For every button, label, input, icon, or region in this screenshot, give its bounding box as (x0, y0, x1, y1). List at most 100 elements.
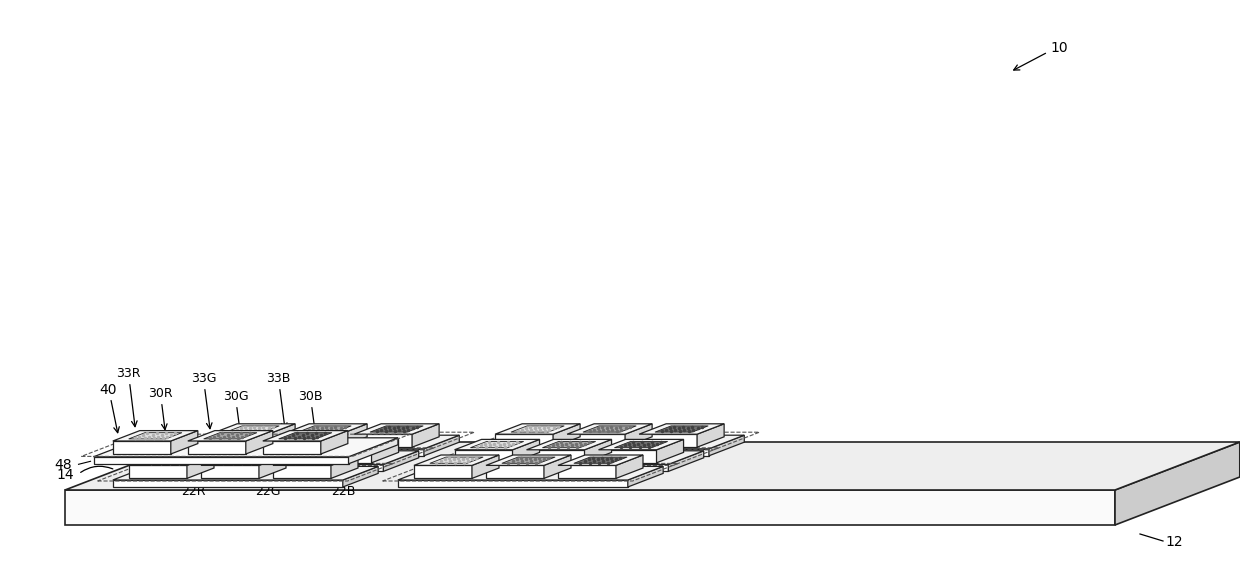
Polygon shape (259, 455, 286, 478)
Polygon shape (567, 434, 625, 447)
Polygon shape (93, 438, 398, 457)
Polygon shape (627, 467, 663, 487)
Polygon shape (479, 435, 744, 449)
Polygon shape (217, 457, 270, 463)
Polygon shape (495, 434, 553, 447)
Polygon shape (383, 451, 419, 471)
Polygon shape (470, 442, 523, 448)
Polygon shape (273, 455, 358, 466)
Text: 33R: 33R (117, 367, 141, 380)
Text: 10: 10 (1050, 41, 1068, 55)
Polygon shape (495, 424, 580, 434)
Polygon shape (567, 424, 652, 434)
Polygon shape (544, 455, 570, 478)
Polygon shape (154, 464, 383, 471)
Polygon shape (355, 424, 439, 434)
Polygon shape (281, 424, 367, 434)
Polygon shape (502, 457, 556, 463)
Polygon shape (656, 439, 683, 463)
Polygon shape (542, 442, 595, 448)
Polygon shape (289, 457, 342, 463)
Polygon shape (472, 455, 498, 478)
Text: 48: 48 (55, 459, 72, 472)
Polygon shape (558, 455, 644, 466)
Polygon shape (599, 450, 656, 463)
Polygon shape (616, 455, 644, 478)
Polygon shape (171, 431, 198, 454)
Polygon shape (625, 424, 652, 447)
Polygon shape (279, 433, 332, 439)
Polygon shape (201, 466, 259, 478)
Polygon shape (187, 455, 215, 478)
Polygon shape (372, 439, 398, 463)
Polygon shape (709, 435, 744, 456)
Polygon shape (64, 490, 1115, 525)
Polygon shape (479, 449, 709, 456)
Polygon shape (599, 439, 683, 450)
Polygon shape (314, 439, 398, 450)
Polygon shape (242, 450, 300, 463)
Text: 30B: 30B (299, 390, 322, 404)
Polygon shape (340, 424, 367, 447)
Polygon shape (242, 439, 326, 450)
Text: 12: 12 (1166, 535, 1183, 549)
Polygon shape (321, 431, 348, 454)
Polygon shape (655, 426, 708, 432)
Polygon shape (398, 480, 627, 487)
Polygon shape (455, 450, 512, 463)
Polygon shape (439, 451, 704, 464)
Polygon shape (439, 464, 668, 471)
Polygon shape (187, 431, 273, 441)
Polygon shape (639, 434, 697, 447)
Polygon shape (268, 424, 295, 447)
Polygon shape (414, 466, 472, 478)
Polygon shape (486, 455, 570, 466)
Polygon shape (154, 451, 419, 464)
Polygon shape (113, 441, 171, 454)
Polygon shape (574, 457, 627, 463)
Polygon shape (246, 431, 273, 454)
Polygon shape (558, 466, 616, 478)
Polygon shape (263, 441, 321, 454)
Polygon shape (281, 434, 340, 447)
Polygon shape (113, 480, 342, 487)
Polygon shape (64, 442, 1240, 490)
Polygon shape (584, 439, 611, 463)
Polygon shape (424, 435, 459, 456)
Polygon shape (414, 455, 498, 466)
Polygon shape (186, 442, 238, 448)
Polygon shape (511, 426, 564, 432)
Polygon shape (210, 434, 268, 447)
Polygon shape (226, 426, 279, 432)
Polygon shape (1115, 442, 1240, 525)
Polygon shape (203, 433, 257, 439)
Polygon shape (170, 450, 227, 463)
Polygon shape (486, 466, 544, 478)
Polygon shape (614, 442, 667, 448)
Text: 22R: 22R (181, 485, 206, 498)
Polygon shape (412, 424, 439, 447)
Polygon shape (129, 455, 215, 466)
Polygon shape (210, 424, 295, 434)
Polygon shape (330, 442, 383, 448)
Polygon shape (129, 466, 187, 478)
Polygon shape (145, 457, 198, 463)
Text: 33B: 33B (267, 372, 290, 385)
Polygon shape (263, 431, 348, 441)
Polygon shape (331, 455, 358, 478)
Polygon shape (355, 434, 412, 447)
Polygon shape (187, 441, 246, 454)
Polygon shape (668, 451, 704, 471)
Polygon shape (193, 435, 459, 449)
Polygon shape (430, 457, 484, 463)
Text: 30R: 30R (149, 387, 172, 400)
Text: 22B: 22B (331, 485, 356, 498)
Polygon shape (298, 426, 351, 432)
Text: 30G: 30G (223, 390, 248, 404)
Text: 22G: 22G (255, 485, 281, 498)
Polygon shape (553, 424, 580, 447)
Polygon shape (314, 450, 372, 463)
Polygon shape (697, 424, 724, 447)
Polygon shape (527, 450, 584, 463)
Polygon shape (170, 439, 254, 450)
